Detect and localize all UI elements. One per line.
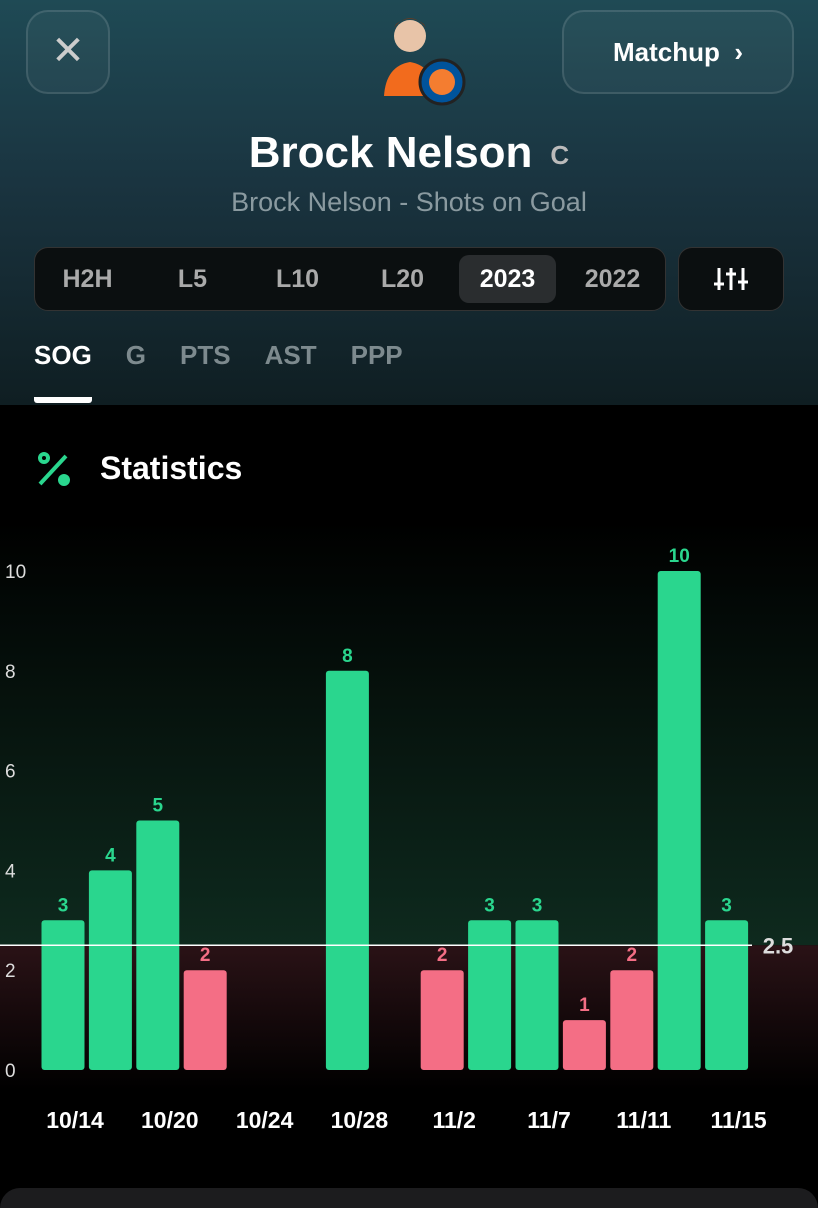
section-title: Statistics xyxy=(100,450,243,486)
player-name-row: Brock Nelson C xyxy=(0,128,818,178)
y-tick-label: 2 xyxy=(5,961,16,982)
x-tick-label: 11/11 xyxy=(616,1107,671,1133)
x-tick-label: 10/24 xyxy=(236,1107,294,1133)
bar-value-label: 5 xyxy=(153,796,164,817)
bar-value-label: 3 xyxy=(484,895,495,916)
bar xyxy=(610,970,654,1070)
period-tabs: H2H L5 L10 L20 2023 2022 xyxy=(34,247,666,311)
player-position: C xyxy=(550,139,570,170)
x-tick-label: 11/7 xyxy=(527,1107,571,1133)
bar-value-label: 3 xyxy=(721,895,732,916)
filter-icon xyxy=(714,268,748,290)
bar xyxy=(420,970,464,1070)
subtitle: Brock Nelson - Shots on Goal xyxy=(231,187,587,217)
period-tab[interactable]: L20 xyxy=(380,265,425,293)
bar-value-label: 3 xyxy=(58,895,69,916)
stats-icon xyxy=(38,452,70,486)
y-tick-label: 0 xyxy=(5,1061,16,1082)
threshold-label: 2.5 xyxy=(763,933,794,958)
x-tick-label: 10/14 xyxy=(46,1107,104,1133)
bar xyxy=(41,920,85,1070)
bar xyxy=(325,670,369,1070)
bar-value-label: 1 xyxy=(579,995,590,1016)
player-name: Brock Nelson xyxy=(248,128,533,177)
bar xyxy=(468,920,512,1070)
period-tab[interactable]: 2023 xyxy=(459,255,556,303)
bar xyxy=(183,970,227,1070)
stat-tab[interactable]: AST xyxy=(264,340,317,370)
bar-value-label: 4 xyxy=(105,845,116,866)
bar xyxy=(515,920,559,1070)
period-tab[interactable]: H2H xyxy=(62,265,113,293)
bar xyxy=(657,571,701,1070)
y-tick-label: 4 xyxy=(5,861,16,882)
bar-value-label: 10 xyxy=(669,546,690,567)
y-tick-label: 6 xyxy=(5,762,16,783)
bar xyxy=(562,1020,606,1070)
bottom-panel xyxy=(0,1188,818,1208)
bar xyxy=(705,920,749,1070)
bar-value-label: 2 xyxy=(627,945,638,966)
stat-tabs: SOG G PTS AST PPP xyxy=(34,340,403,403)
matchup-button[interactable]: Matchup › xyxy=(562,10,794,94)
stat-tab[interactable]: G xyxy=(125,340,147,370)
bar-value-label: 8 xyxy=(342,646,353,667)
x-tick-label: 10/20 xyxy=(141,1107,199,1133)
x-tick-label: 11/15 xyxy=(710,1107,766,1133)
bar-value-label: 2 xyxy=(200,945,211,966)
stat-tab[interactable]: PTS xyxy=(180,340,231,370)
x-tick-label: 10/28 xyxy=(331,1107,389,1133)
period-tab[interactable]: L5 xyxy=(177,265,208,293)
period-tab[interactable]: L10 xyxy=(275,265,320,293)
bar xyxy=(88,870,132,1070)
team-logo xyxy=(418,58,466,106)
matchup-label: Matchup xyxy=(613,37,720,67)
stat-tab[interactable]: SOG xyxy=(34,340,92,403)
filter-button[interactable] xyxy=(678,247,784,311)
y-tick-label: 8 xyxy=(5,662,16,683)
stat-tab[interactable]: PPP xyxy=(350,340,403,370)
y-tick-label: 10 xyxy=(5,562,26,583)
x-tick-label: 11/2 xyxy=(432,1107,476,1133)
close-button[interactable]: ✕ xyxy=(26,10,110,94)
bar-value-label: 2 xyxy=(437,945,448,966)
period-tab[interactable]: 2022 xyxy=(584,265,641,293)
bar-value-label: 3 xyxy=(532,895,543,916)
